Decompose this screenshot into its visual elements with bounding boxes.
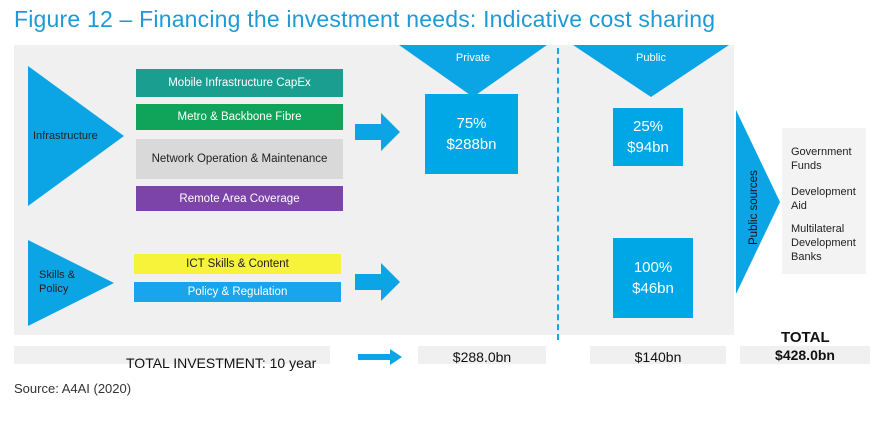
public-skills-pct: 100%: [633, 259, 673, 276]
metro-fibre-bar: Metro & Backbone Fibre: [136, 104, 343, 130]
private-infra-amount: $288bn: [446, 136, 497, 153]
public-sources-triangle: [736, 110, 780, 294]
source-note: Source: A4AI (2020): [14, 381, 132, 396]
total-investment-strip: [14, 346, 330, 364]
source-government-funds: Government Funds: [791, 146, 852, 172]
public-sources-label: Public sources: [748, 170, 760, 245]
sources-panel: [782, 128, 866, 274]
grand-total-strip: [740, 346, 870, 364]
infrastructure-label: Infrastructure: [33, 130, 98, 142]
skills-policy-label: Skills & Policy: [39, 269, 76, 295]
private-public-divider: [557, 48, 559, 340]
figure-title: Figure 12 – Financing the investment nee…: [14, 6, 716, 32]
public-infra-box: 25% $94bn: [613, 108, 683, 166]
public-header-shape: [573, 45, 729, 97]
mobile-capex-bar: Mobile Infrastructure CapEx: [136, 69, 343, 97]
grand-total: $428.0bn: [775, 347, 835, 363]
public-skills-amount: $46bn: [632, 280, 674, 297]
total-arrow-icon: [358, 349, 402, 365]
public-infra-amount: $94bn: [627, 139, 669, 156]
infrastructure-triangle: [28, 66, 124, 206]
skills-triangle: [28, 240, 114, 326]
private-header-shape: [399, 45, 547, 97]
public-total-strip: [590, 346, 726, 364]
private-header: Private: [455, 52, 491, 64]
policy-regulation-bar: Policy & Regulation: [134, 282, 341, 302]
private-total-strip: [418, 346, 546, 364]
public-infra-pct: 25%: [632, 118, 664, 135]
skills-arrow-icon: [355, 263, 400, 301]
total-investment-label: TOTAL INVESTMENT: 10 year: [126, 355, 317, 371]
source-development-aid: Development Aid: [791, 186, 856, 212]
remote-coverage-bar: Remote Area Coverage: [136, 186, 343, 211]
public-total: $140bn: [634, 349, 682, 365]
network-om-bar: Network Operation & Maintenance: [136, 139, 343, 179]
infra-arrow-icon: [355, 113, 400, 151]
private-infra-box: 75% $288bn: [425, 94, 518, 174]
public-header: Public: [636, 52, 666, 64]
ict-skills-bar: ICT Skills & Content: [134, 254, 341, 274]
total-heading: TOTAL: [781, 329, 830, 346]
private-total: $288.0bn: [452, 349, 512, 365]
private-infra-pct: 75%: [456, 115, 487, 132]
source-multilateral-banks: Multilateral Development Banks: [791, 223, 856, 263]
public-skills-box: 100% $46bn: [613, 238, 693, 318]
